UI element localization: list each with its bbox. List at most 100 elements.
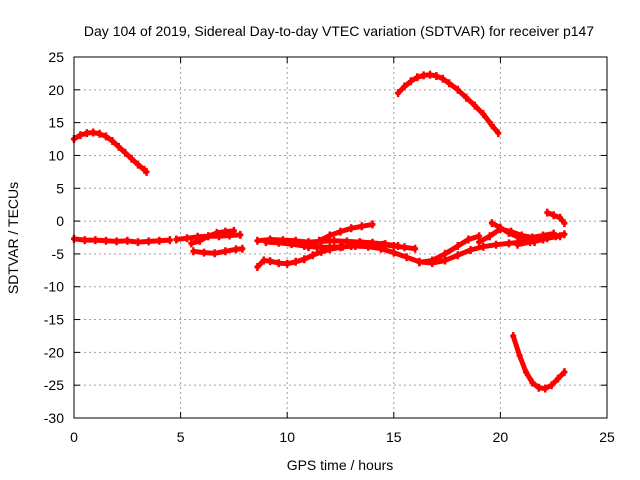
data-point [471, 101, 478, 110]
data-point [143, 167, 150, 176]
data-point [288, 240, 295, 249]
data-point [81, 236, 88, 245]
data-point [369, 240, 376, 249]
data-point [254, 263, 261, 271]
data-point [407, 77, 414, 86]
data-point [552, 232, 559, 241]
data-point [254, 236, 261, 245]
data-point [196, 236, 203, 245]
data-point [77, 131, 84, 140]
data-point [486, 232, 493, 241]
y-tick-label: -5 [52, 246, 65, 262]
data-point [463, 93, 470, 102]
data-point [557, 213, 564, 222]
y-axis-label: SDTVAR / TECUs [5, 182, 21, 294]
series-line-arc-17 [544, 210, 567, 226]
y-tick-label: 10 [48, 147, 64, 163]
data-point [561, 368, 568, 377]
y-tick-label: 5 [56, 180, 64, 196]
data-point [454, 251, 461, 260]
data-point [358, 222, 365, 231]
x-tick-label: 20 [493, 429, 509, 445]
data-point [301, 242, 308, 250]
data-point [233, 245, 239, 254]
y-tick-label: 0 [56, 213, 64, 229]
data-point [275, 259, 282, 268]
data-point [480, 110, 487, 119]
data-point [128, 154, 135, 163]
data-point [237, 230, 244, 239]
data-point [156, 236, 163, 245]
data-point [403, 253, 410, 262]
data-point [446, 79, 453, 88]
data-point [83, 129, 90, 138]
y-tick-label: -15 [44, 312, 64, 328]
data-point [414, 73, 421, 82]
data-point [145, 237, 152, 246]
data-point [166, 236, 173, 245]
series-line-arc-1 [71, 130, 149, 175]
data-point [550, 211, 557, 220]
y-tick-label: 20 [48, 82, 64, 98]
data-point [92, 236, 99, 245]
data-point [454, 242, 461, 250]
data-point [305, 243, 312, 252]
data-point [544, 208, 551, 217]
data-point [90, 128, 97, 137]
data-point [348, 224, 355, 233]
data-point [339, 242, 346, 251]
data-point [555, 374, 561, 383]
x-tick-label: 0 [70, 429, 78, 445]
data-point [505, 228, 512, 237]
data-point [420, 71, 427, 80]
data-point [561, 219, 568, 228]
y-tick-label: 15 [48, 115, 64, 131]
data-point [275, 238, 282, 247]
data-point [292, 257, 299, 266]
data-point [211, 249, 218, 258]
data-point [540, 235, 546, 244]
data-point [326, 243, 333, 252]
data-point [173, 235, 180, 244]
data-point [401, 243, 408, 252]
data-point [301, 255, 308, 264]
data-point [535, 383, 542, 392]
x-tick-label: 10 [279, 429, 295, 445]
data-point [135, 238, 141, 247]
data-point [103, 132, 109, 141]
data-point [480, 242, 487, 251]
y-tick-label: -20 [44, 344, 64, 360]
data-point [380, 240, 387, 249]
y-tick-label: -30 [44, 410, 64, 426]
data-point [122, 148, 129, 157]
x-tick-label: 25 [599, 429, 615, 445]
data-point [96, 129, 103, 138]
series-line-arc-4 [71, 236, 173, 245]
y-tick-label: -25 [44, 377, 64, 393]
data-point [230, 226, 237, 235]
data-point [331, 236, 338, 245]
data-point [454, 85, 461, 94]
data-point [505, 239, 512, 248]
x-tick-label: 15 [386, 429, 402, 445]
data-point [201, 248, 208, 257]
data-point [433, 72, 440, 80]
data-point [190, 247, 197, 256]
data-point [548, 381, 555, 390]
y-tick-label: -10 [44, 279, 64, 295]
data-point [395, 89, 402, 98]
y-tick-label: 25 [48, 49, 64, 65]
data-point [516, 351, 523, 360]
data-point [416, 258, 423, 267]
data-series [71, 70, 568, 393]
data-point [213, 228, 220, 237]
data-point [113, 237, 120, 246]
data-point [267, 257, 274, 266]
data-point [497, 223, 504, 232]
chart-title: Day 104 of 2019, Sidereal Day-to-day VTE… [84, 23, 594, 39]
data-point [467, 246, 474, 254]
data-point [465, 235, 472, 244]
data-point [309, 251, 316, 260]
data-point [326, 231, 333, 240]
